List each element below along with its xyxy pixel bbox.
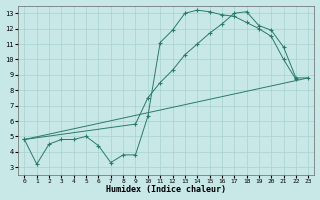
X-axis label: Humidex (Indice chaleur): Humidex (Indice chaleur) [106,185,226,194]
